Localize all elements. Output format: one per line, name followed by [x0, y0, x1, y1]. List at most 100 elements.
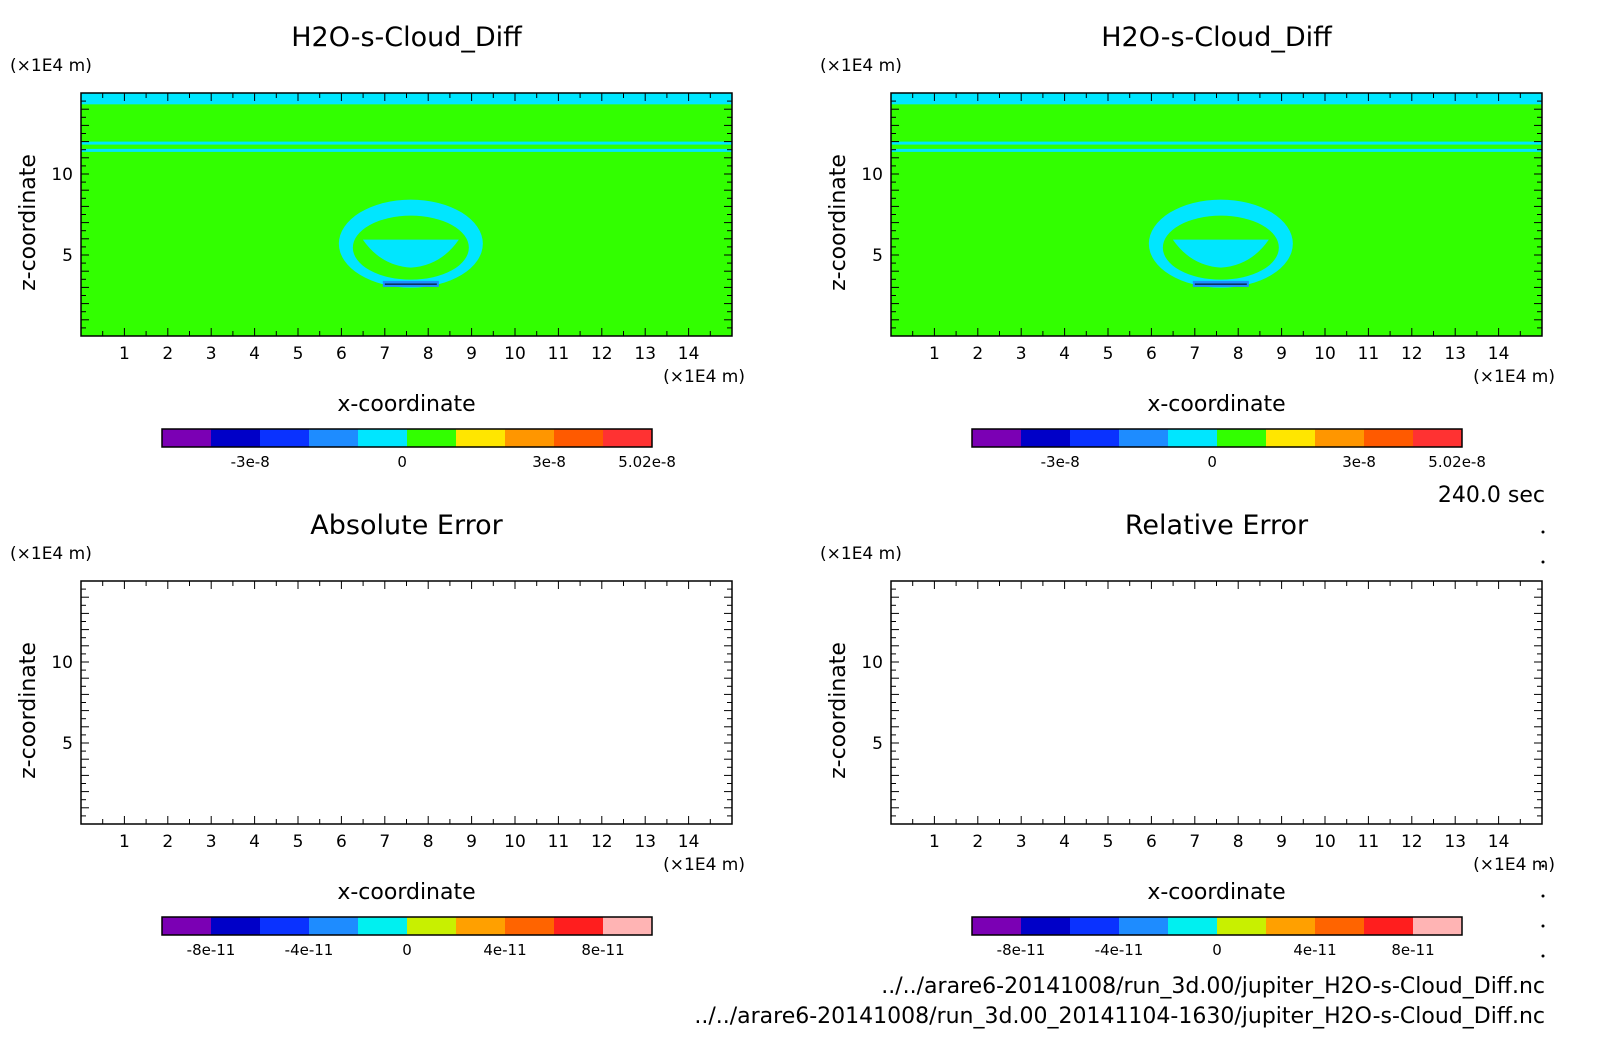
x-tick-label: 3 — [1016, 832, 1027, 852]
x-tick-label: 14 — [678, 832, 700, 852]
colorbar-swatch — [358, 917, 408, 935]
x-tick-label: 14 — [678, 344, 700, 364]
y-tick-label: 10 — [51, 165, 73, 185]
y-tick-label: 10 — [861, 165, 883, 185]
x-tick-label: 8 — [1233, 832, 1244, 852]
colorbar-swatch — [309, 917, 359, 935]
colorbar-swatch — [1315, 429, 1365, 447]
x-tick-label: 10 — [1314, 344, 1336, 364]
colorbar-swatch — [358, 429, 408, 447]
colorbar-tick-label: 5.02e-8 — [1428, 453, 1486, 471]
y-tick-label: 5 — [62, 246, 73, 266]
x-tick-label: 7 — [379, 344, 390, 364]
plot-frame — [80, 580, 733, 825]
x-tick-label: 4 — [249, 344, 260, 364]
chart-title: Relative Error — [1125, 510, 1309, 541]
x-unit-label: (×1E4 m) — [663, 855, 745, 875]
colorbar-swatch — [1364, 917, 1414, 935]
y-tick-label: 5 — [62, 734, 73, 754]
x-tick-label: 7 — [1189, 832, 1200, 852]
colorbar-swatch — [1315, 917, 1365, 935]
colorbar-tick-label: -3e-8 — [1041, 453, 1080, 471]
colorbar-tick-label: 4e-11 — [483, 941, 526, 959]
x-tick-label: 10 — [1314, 832, 1336, 852]
colorbar: -3e-8 0 3e-8 5.02e-8 — [161, 428, 676, 471]
x-unit-label: (×1E4 m) — [1473, 855, 1555, 875]
x-tick-label: 1 — [929, 344, 940, 364]
y-ticks: 5 10 — [51, 100, 732, 329]
x-tick-label: 10 — [504, 832, 526, 852]
x-tick-label: 6 — [1146, 832, 1157, 852]
x-tick-label: 2 — [162, 832, 173, 852]
colorbar-swatch — [603, 917, 653, 935]
colorbar-swatch — [162, 429, 212, 447]
colorbar-swatch — [505, 917, 555, 935]
x-tick-label: 4 — [1059, 344, 1070, 364]
x-tick-label: 10 — [504, 344, 526, 364]
x-tick-label: 6 — [1146, 344, 1157, 364]
colorbar-tick-label: 8e-11 — [1391, 941, 1434, 959]
colorbar-swatch — [1364, 429, 1414, 447]
x-axis-label: x-coordinate — [1147, 880, 1285, 905]
x-tick-label: 4 — [249, 832, 260, 852]
x-ticks: 1 2 3 4 5 6 7 8 9 10 11 12 13 14 — [912, 93, 1521, 364]
y-tick-label: 5 — [872, 246, 883, 266]
colorbar-swatch — [505, 429, 555, 447]
y-tick-label: 10 — [51, 653, 73, 673]
x-tick-label: 13 — [1444, 832, 1466, 852]
y-axis-label: z-coordinate — [16, 642, 41, 779]
x-tick-label: 8 — [423, 832, 434, 852]
margin-dot — [1541, 954, 1545, 958]
colorbar-swatch — [407, 429, 457, 447]
x-axis-label: x-coordinate — [337, 880, 475, 905]
x-tick-label: 14 — [1488, 832, 1510, 852]
colorbar: -3e-8 0 3e-8 5.02e-8 — [971, 428, 1486, 471]
colorbar-tick-label: 3e-8 — [532, 453, 566, 471]
colorbar-swatch — [211, 917, 261, 935]
x-tick-label: 5 — [293, 344, 304, 364]
x-axis-label: x-coordinate — [337, 392, 475, 417]
margin-dot — [1541, 530, 1545, 534]
cyan-line-upper — [891, 141, 1542, 145]
margin-dot — [1541, 560, 1545, 564]
cyan-line-lower — [81, 148, 732, 152]
y-unit-label: (×1E4 m) — [10, 544, 92, 564]
colorbar-swatch — [1070, 429, 1120, 447]
colorbar-swatch — [407, 917, 457, 935]
y-tick-label: 5 — [872, 734, 883, 754]
x-tick-label: 2 — [972, 344, 983, 364]
colorbar-swatch — [456, 429, 506, 447]
x-axis-label: x-coordinate — [1147, 392, 1285, 417]
y-unit-label: (×1E4 m) — [820, 56, 902, 76]
x-tick-label: 5 — [293, 832, 304, 852]
x-tick-label: 11 — [548, 832, 570, 852]
x-tick-label: 1 — [929, 832, 940, 852]
y-unit-label: (×1E4 m) — [820, 544, 902, 564]
colorbar-swatch — [1217, 429, 1267, 447]
x-tick-label: 8 — [1233, 344, 1244, 364]
x-tick-label: 7 — [379, 832, 390, 852]
chart-panel-4: Relative Error(×1E4 m)1 2 3 4 5 6 7 8 9 10 11 12 13 1… — [820, 510, 1555, 959]
colorbar-swatch — [1217, 917, 1267, 935]
x-tick-label: 7 — [1189, 344, 1200, 364]
colorbar-swatch — [554, 429, 604, 447]
colorbar-frame — [971, 916, 1463, 936]
margin-dot — [1541, 864, 1545, 868]
chart-panel-3: Absolute Error(×1E4 m)1 2 3 4 5 6 7 8 9 10 11 12 13 1… — [10, 510, 745, 959]
x-ticks: 1 2 3 4 5 6 7 8 9 10 11 12 13 14 — [102, 581, 711, 852]
x-tick-label: 2 — [972, 832, 983, 852]
x-unit-label: (×1E4 m) — [663, 367, 745, 387]
chart-title: H2O-s-Cloud_Diff — [291, 22, 523, 53]
colorbar-swatch — [972, 429, 1022, 447]
x-tick-label: 12 — [591, 832, 613, 852]
colorbar-tick-label: 3e-8 — [1342, 453, 1376, 471]
colorbar-swatch — [1070, 917, 1120, 935]
colorbar-swatch — [1266, 917, 1316, 935]
x-tick-label: 13 — [634, 344, 656, 364]
x-tick-label: 11 — [1358, 344, 1380, 364]
field-layer — [891, 93, 1542, 336]
colorbar-swatch — [260, 429, 310, 447]
y-ticks: 5 10 — [861, 588, 1542, 817]
colorbar-swatch — [1119, 917, 1169, 935]
